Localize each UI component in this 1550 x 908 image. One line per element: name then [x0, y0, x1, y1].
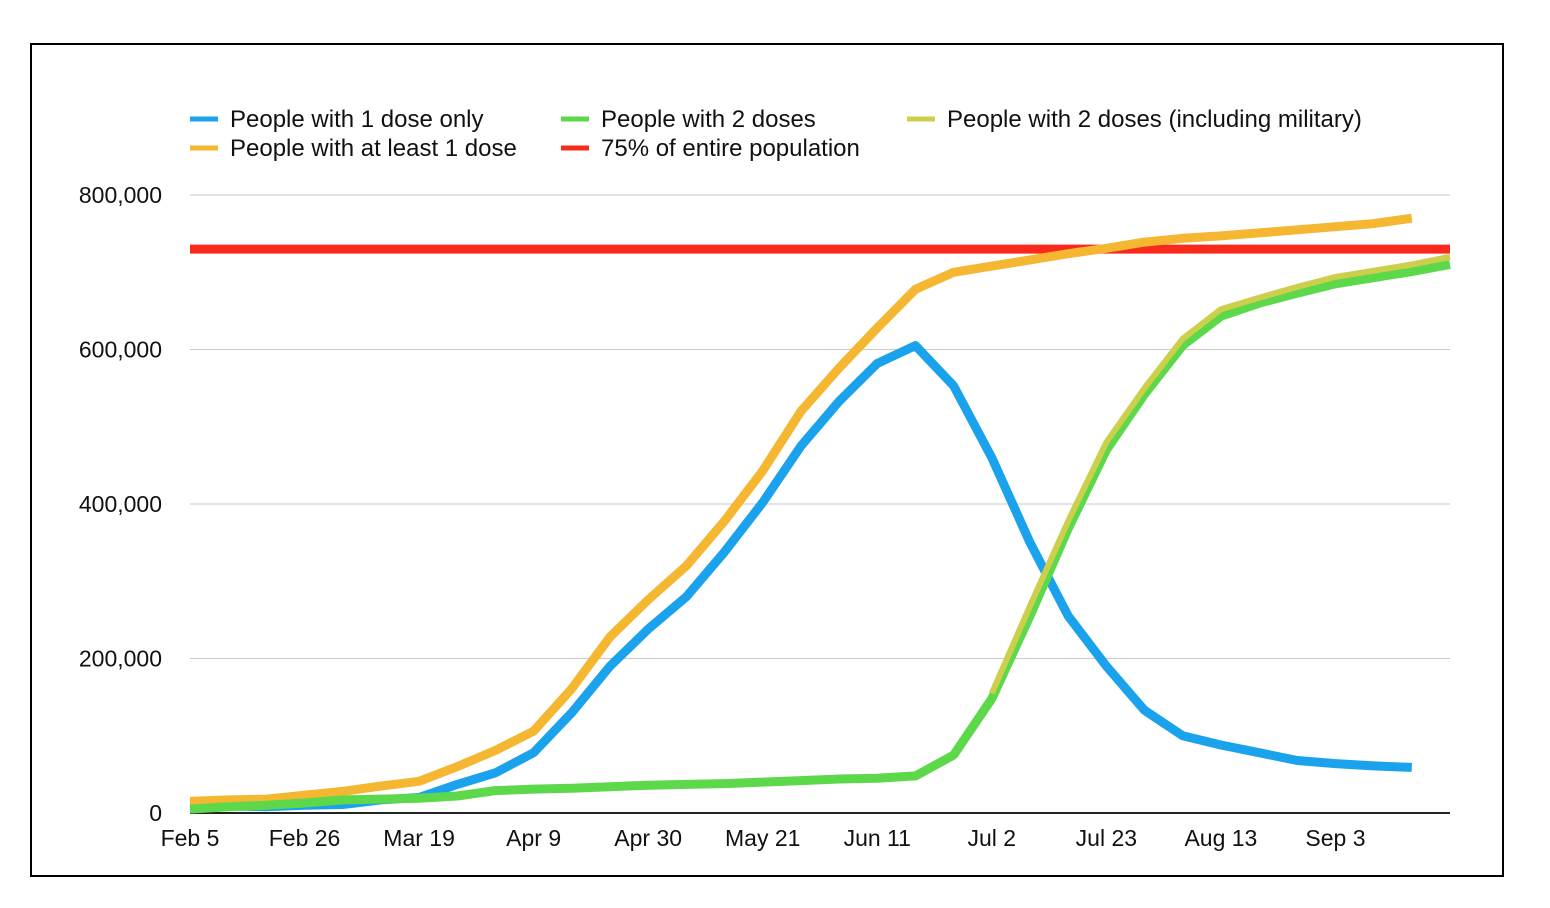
- x-tick-label: Jun 11: [844, 825, 911, 851]
- x-tick-label: Feb 5: [161, 825, 220, 851]
- legend-label: People with 2 doses (including military): [947, 106, 1362, 133]
- series-line-people-with-at-least-1-dose: [189, 213, 1413, 806]
- chart-svg: 0 200,000 400,000 600,000 800,000 Feb 5 Feb 26…: [79, 106, 1451, 851]
- x-tick-label: Jul 23: [1076, 825, 1137, 851]
- legend-label: People with 1 dose only: [230, 106, 484, 133]
- x-tick-label: Feb 26: [269, 825, 341, 851]
- legend-label: People with at least 1 dose: [230, 135, 517, 162]
- x-tick-label: Sep 3: [1305, 825, 1365, 851]
- y-tick-label: 0: [149, 800, 162, 826]
- x-tick-label: Apr 30: [614, 825, 682, 851]
- x-tick-label: Mar 19: [383, 825, 455, 851]
- y-tick-label: 800,000: [79, 182, 162, 208]
- x-tick-label: Jul 2: [968, 825, 1017, 851]
- series-line-people-with-2-doses: [189, 260, 1451, 814]
- legend-label: People with 2 doses: [601, 106, 816, 133]
- x-tick-label: May 21: [725, 825, 800, 851]
- y-tick-label: 200,000: [79, 646, 162, 672]
- y-tick-label: 600,000: [79, 337, 162, 363]
- chart-frame: 0 200,000 400,000 600,000 800,000 Feb 5 Feb 26…: [30, 43, 1504, 877]
- legend-label: 75% of entire population: [601, 135, 860, 162]
- y-tick-label: 400,000: [79, 491, 162, 517]
- series-line-people-with-2-doses-including-military: [989, 253, 1451, 695]
- x-tick-label: Apr 9: [506, 825, 561, 851]
- x-tick-label: Aug 13: [1184, 825, 1257, 851]
